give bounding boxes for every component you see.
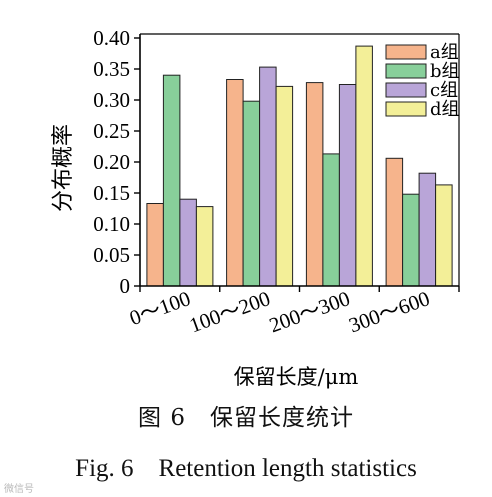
bar-b组-300～600 <box>402 193 420 287</box>
x-tick-label: 300～600 <box>346 286 433 337</box>
y-tick-label: 0.05 <box>93 243 130 267</box>
legend-swatch <box>385 101 427 117</box>
legend-swatch <box>385 82 427 98</box>
bar-d组-0～100 <box>195 206 214 287</box>
y-tick-label: 0 <box>120 274 131 298</box>
y-tick-label: 0.10 <box>93 212 130 236</box>
x-tick-label: 100～200 <box>186 286 273 337</box>
bar-b组-100～200 <box>242 100 261 287</box>
bar-a组-0～100 <box>146 203 164 287</box>
x-axis-label: 保留长度/μm <box>234 365 359 389</box>
legend-swatch <box>385 63 427 79</box>
x-tick-label: 200～300 <box>266 286 353 337</box>
watermark-text: 微信号 <box>4 484 34 495</box>
bar-a组-100～200 <box>226 79 244 287</box>
axes-group <box>139 33 460 287</box>
bar-d组-300～600 <box>435 184 453 287</box>
bar-a组-300～600 <box>385 157 404 287</box>
bar-b组-200～300 <box>322 153 340 287</box>
y-ticks-group: 0 0.05 0.10 0.15 0.20 0.25 0.30 0.35 0.40 <box>93 26 140 298</box>
y-tick-label: 0.20 <box>93 150 130 174</box>
bar-c组-200～300 <box>338 84 357 287</box>
bar-c组-100～200 <box>259 66 277 287</box>
y-tick-label: 0.30 <box>93 88 130 112</box>
legend-label: c组 <box>430 80 458 101</box>
x-tick-label: 0～100 <box>126 286 193 330</box>
y-axis-label: 分布概率 <box>51 124 76 212</box>
bar-chart: 0 0.05 0.10 0.15 0.20 0.25 0.30 0.35 0.40 0～1001… <box>51 26 460 389</box>
bar-c组-0～100 <box>179 198 197 287</box>
legend-label: b组 <box>430 61 460 82</box>
bar-a组-200～300 <box>305 82 324 287</box>
y-tick-label: 0.15 <box>93 181 130 205</box>
legend-label: d组 <box>430 99 460 120</box>
figure-caption-english: Fig. 6 Retention length statistics <box>75 455 417 482</box>
bar-b组-0～100 <box>162 74 181 287</box>
y-tick-label: 0.25 <box>93 119 130 143</box>
y-tick-label: 0.40 <box>93 26 130 50</box>
legend-swatch <box>385 44 427 60</box>
bar-d组-200～300 <box>355 45 373 287</box>
figure-caption-chinese: 图 6 保留长度统计 <box>138 405 354 431</box>
legend-label: a组 <box>430 42 459 63</box>
y-tick-label: 0.35 <box>93 57 130 81</box>
bar-c组-300～600 <box>418 172 437 287</box>
bars-group <box>146 45 453 287</box>
bar-d组-100～200 <box>275 85 294 287</box>
